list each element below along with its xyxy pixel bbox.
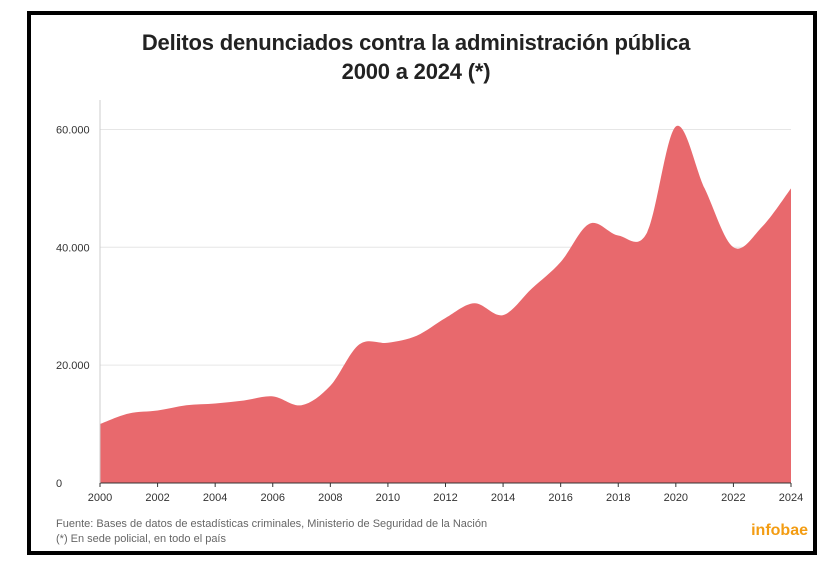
x-tick-label: 2014 [491, 492, 515, 504]
y-tick-label: 20.000 [56, 360, 90, 372]
x-tick-label: 2000 [88, 492, 112, 504]
x-tick-label: 2010 [376, 492, 400, 504]
y-tick-label: 60.000 [56, 124, 90, 136]
x-tick-label: 2002 [145, 492, 169, 504]
footnote: (*) En sede policial, en todo el país [56, 533, 226, 545]
x-tick-label: 2022 [721, 492, 745, 504]
chart-title: Delitos denunciados contra la administra… [141, 30, 691, 55]
x-tick-label: 2020 [664, 492, 688, 504]
x-tick-label: 2024 [779, 492, 803, 504]
area-layer [100, 125, 791, 484]
source-note: Fuente: Bases de datos de estadísticas c… [56, 518, 488, 530]
series-area [100, 125, 791, 484]
infobae-logo: infobae [751, 522, 808, 539]
chart-subtitle: 2000 a 2024 (*) [341, 59, 491, 84]
x-tick-labels: 2000 2002 2004 2006 2008 2010 2012 2014 2016 2018… [88, 492, 803, 504]
x-tick-label: 2018 [606, 492, 630, 504]
x-tick-label: 2004 [203, 492, 227, 504]
y-tick-labels: 0 20.000 40.000 60.000 [56, 124, 90, 490]
x-tick-label: 2006 [261, 492, 285, 504]
axis-layer [99, 100, 792, 487]
x-tick-label: 2008 [318, 492, 342, 504]
x-tick-label: 2016 [548, 492, 572, 504]
y-tick-label: 40.000 [56, 242, 90, 254]
x-tick-label: 2012 [433, 492, 457, 504]
y-tick-label: 0 [56, 478, 62, 490]
